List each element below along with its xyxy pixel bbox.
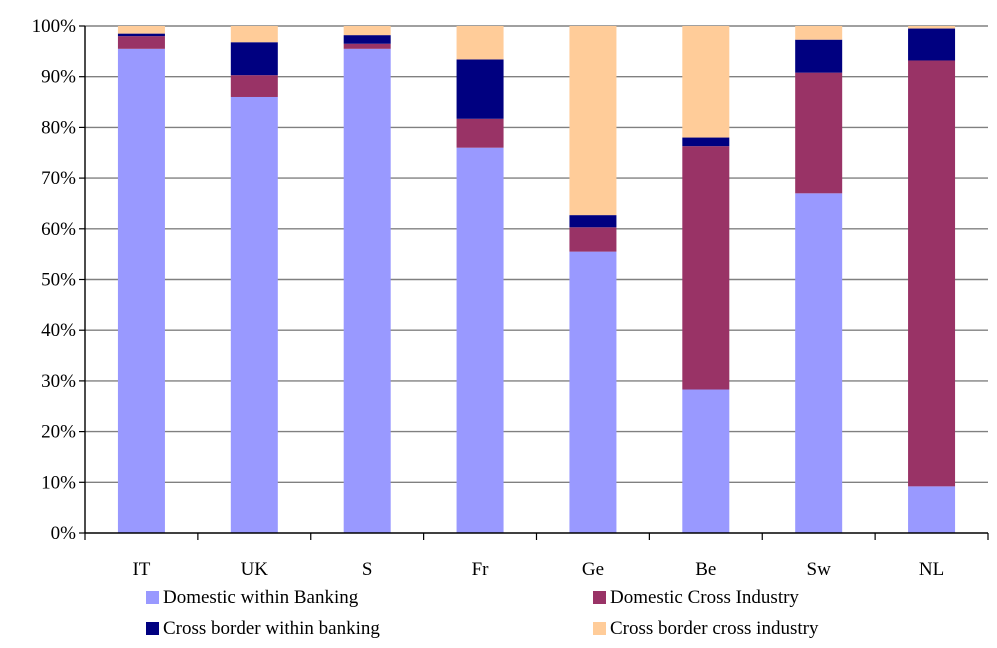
bar-segment: [908, 28, 956, 61]
bar-segment: [569, 26, 617, 216]
bar-segment: [230, 42, 278, 76]
y-tick-label: 30%: [41, 371, 76, 392]
bar-segment: [117, 48, 165, 533]
bar-segment: [569, 215, 617, 228]
bar-segment: [456, 26, 504, 60]
legend-label: Cross border cross industry: [610, 618, 819, 639]
x-tick-label: Ge: [582, 559, 604, 580]
bar-segment: [908, 60, 956, 487]
x-tick-label: Be: [695, 559, 716, 580]
bar-segment: [456, 118, 504, 148]
bar-segment: [795, 39, 843, 73]
bar-segment: [456, 59, 504, 119]
bars: [117, 26, 956, 534]
x-tick-label: UK: [241, 559, 269, 580]
axes: [79, 25, 989, 540]
y-tick-label: 90%: [41, 67, 76, 88]
legend-swatch: [146, 591, 159, 604]
legend-label: Cross border within banking: [163, 618, 380, 639]
bar-segment: [343, 26, 391, 36]
bar-segment: [230, 75, 278, 97]
y-tick-label: 10%: [41, 472, 76, 493]
bar-segment: [456, 147, 504, 533]
bar-segment: [117, 33, 165, 37]
bar-segment: [795, 26, 843, 40]
y-tick-label: 70%: [41, 168, 76, 189]
bar-segment: [682, 389, 730, 533]
y-tick-label: 0%: [51, 523, 77, 544]
x-tick-label: Sw: [807, 559, 832, 580]
legend-label: Domestic within Banking: [163, 587, 359, 608]
bar-segment: [908, 26, 956, 29]
bar-segment: [343, 43, 391, 49]
y-tick-label: 60%: [41, 219, 76, 240]
bar-segment: [682, 26, 730, 138]
legend: Domestic within Banking Domestic Cross In…: [146, 587, 819, 639]
bar-segment: [682, 146, 730, 390]
legend-swatch: [146, 622, 159, 635]
x-tick-label: Fr: [472, 559, 490, 580]
bar-segment: [795, 193, 843, 533]
y-tick-label: 50%: [41, 270, 76, 291]
bar-segment: [343, 35, 391, 44]
bar-segment: [117, 26, 165, 34]
bar-segment: [569, 227, 617, 252]
y-tick-label: 40%: [41, 320, 76, 341]
y-tick-label: 80%: [41, 117, 76, 138]
x-tick-label: S: [362, 559, 373, 580]
bar-segment: [230, 26, 278, 43]
bar-segment: [908, 486, 956, 533]
x-tick-label: NL: [919, 559, 944, 580]
gridlines: [85, 25, 988, 483]
bar-segment: [795, 72, 843, 194]
bar-segment: [343, 48, 391, 533]
x-tick-labels: IT UK S Fr Ge Be Sw NL: [132, 559, 944, 580]
legend-swatch: [593, 591, 606, 604]
bar-segment: [682, 137, 730, 147]
bar-segment: [117, 36, 165, 49]
legend-swatch: [593, 622, 606, 635]
y-tick-label: 100%: [32, 16, 77, 37]
bar-segment: [569, 251, 617, 534]
legend-label: Domestic Cross Industry: [610, 587, 799, 608]
bar-segment: [230, 96, 278, 533]
y-tick-labels: 0% 10% 20% 30% 40% 50% 60% 70% 80% 90% 100%: [32, 16, 77, 544]
y-tick-label: 20%: [41, 422, 76, 443]
x-tick-label: IT: [132, 559, 150, 580]
